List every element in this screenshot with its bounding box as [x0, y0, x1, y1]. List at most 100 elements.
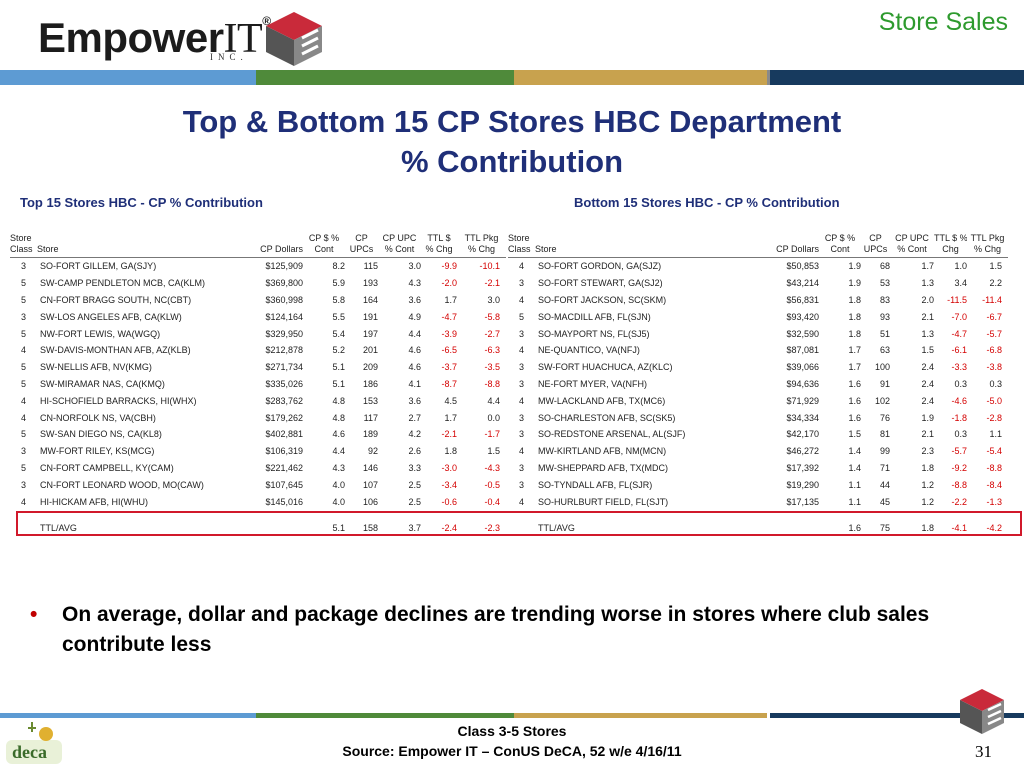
cell-store-name: SO-FORT GORDON, GA(SJZ) — [538, 261, 662, 272]
header-store-class-line-1: Store — [10, 233, 32, 243]
cell-cp-upcs: 83 — [879, 294, 890, 305]
cell-store-class: 3 — [20, 261, 26, 272]
cell-ttl-dollar-pct-chg: -3.4 — [441, 479, 457, 490]
header-ttl-dollar-pct-chg-line-1: TTL $ % — [934, 233, 967, 243]
cell-cp-upcs: 45 — [879, 496, 890, 507]
header-store-name-line-1 — [37, 233, 239, 244]
cell-ttl-dollar-pct-chg: 1.8 — [444, 446, 457, 457]
cell-cp-dollars: $179,262 — [265, 412, 303, 423]
cell-cp-dollars: $17,392 — [786, 462, 819, 473]
cell-ttl-dollar-pct-chg: -11.5 — [947, 294, 967, 305]
cell-cp-upc-pct-cont: 2.6 — [408, 446, 421, 457]
table-row: 5 SW-NELLIS AFB, NV(KMG) $271,734 5.1 209 4.6… — [10, 359, 506, 376]
logo-inc: INC. — [210, 52, 248, 62]
cell-cp-upc-pct-cont: 2.4 — [921, 362, 934, 373]
cell-ttl-pkg-pct-chg: -2.8 — [986, 412, 1002, 423]
cell-store-name: CN-FORT BRAGG SOUTH, NC(CBT) — [40, 294, 192, 305]
cell-ttl-pkg-pct-chg: -5.7 — [986, 328, 1002, 339]
cell-cp-upc-pct-cont: 2.4 — [921, 395, 934, 406]
cell-store-class: 4 — [518, 395, 524, 406]
cell-cp-upc-pct-cont: 2.3 — [921, 446, 934, 457]
cell-cp-upcs: 53 — [879, 278, 890, 289]
cell-cp-upc-pct-cont: 4.9 — [408, 311, 421, 322]
footer-source: Source: Empower IT – ConUS DeCA, 52 w/e … — [342, 743, 682, 759]
cell-cp-upcs: 81 — [879, 429, 890, 440]
cell-ttl-pkg-pct-chg: -5.4 — [986, 446, 1002, 457]
cell-cp-upcs: 117 — [363, 412, 378, 423]
cell-cp-dollar-pct-cont: 1.6 — [848, 395, 861, 406]
header-cp-upc-pct-cont: CP UPC% Cont — [890, 229, 934, 258]
cell-ttl-dollar-pct-chg: -3.7 — [441, 362, 457, 373]
footer-color-bar-4 — [770, 713, 1024, 718]
cell-cp-upcs: 186 — [362, 378, 378, 389]
table-row: 3 SO-FORT STEWART, GA(SJ2) $43,214 1.9 53 1.3… — [508, 275, 1008, 292]
cell-cp-upcs: 153 — [362, 395, 378, 406]
cell-store-name: SO-TYNDALL AFB, FL(SJR) — [538, 479, 653, 490]
cell-ttl-dollar-pct-chg: 0.3 — [954, 378, 967, 389]
deca-logo-text: deca — [12, 742, 47, 762]
table-row: 3 NE-FORT MYER, VA(NFH) $94,636 1.6 91 2.4 0.3… — [508, 376, 1008, 393]
header-cp-dollars: CP Dollars — [735, 229, 819, 258]
cell-store-name: CN-NORFOLK NS, VA(CBH) — [40, 412, 156, 423]
cell-cp-upc-pct-cont: 1.7 — [921, 261, 934, 272]
cell-ttl-dollar-pct-chg: -9.9 — [441, 261, 457, 272]
bullet-dot: • — [30, 603, 38, 626]
header-ttl-pkg-pct-chg-line-1: TTL Pkg — [970, 233, 1005, 243]
cell-cp-upc-pct-cont: 2.7 — [408, 412, 421, 423]
header-cp-dollar-pct-cont-line-2: Cont — [830, 244, 850, 254]
bullet-text: On average, dollar and package declines … — [62, 603, 930, 656]
header-store-name-line-2: Store — [535, 244, 557, 254]
cell-cp-dollar-pct-cont: 1.1 — [848, 496, 861, 507]
header-color-bar-4 — [767, 70, 770, 85]
cell-cp-dollar-pct-cont: 1.8 — [848, 311, 861, 322]
cell-store-class: 3 — [518, 278, 524, 289]
cell-cp-dollars: $17,135 — [786, 496, 819, 507]
table-row: 4 SO-FORT GORDON, GA(SJZ) $50,853 1.9 68 1.7 1… — [508, 258, 1008, 275]
cell-store-class: 5 — [20, 294, 26, 305]
cell-store-class: 4 — [20, 345, 26, 356]
header-store-class-line-2: Class — [508, 244, 531, 254]
cell-cp-upcs: 44 — [879, 479, 890, 490]
cell-store-name: SO-REDSTONE ARSENAL, AL(SJF) — [538, 429, 686, 440]
cell-cp-dollars: $125,909 — [265, 261, 303, 272]
cell-store-name: SO-FORT GILLEM, GA(SJY) — [40, 261, 157, 272]
cell-ttl-pkg-pct-chg: 4.4 — [487, 395, 500, 406]
cell-cp-upc-pct-cont: 2.5 — [408, 496, 421, 507]
cell-cp-upc-pct-cont: 3.0 — [408, 261, 421, 272]
table-row: 4 HI-HICKAM AFB, HI(WHU) $145,016 4.0 106 2.5… — [10, 493, 506, 510]
cell-store-class: 3 — [20, 446, 26, 457]
cell-cp-dollar-pct-cont: 4.6 — [332, 429, 345, 440]
cell-ttl-dollar-pct-chg: -4.7 — [951, 328, 967, 339]
logo-word: Empower — [38, 14, 224, 61]
cell-ttl-pkg-pct-chg: -4.2 — [986, 523, 1002, 534]
cell-cp-dollars: $271,734 — [265, 362, 303, 373]
cell-store-name: SW-CAMP PENDLETON MCB, CA(KLM) — [40, 278, 206, 289]
cell-store-class: 3 — [20, 479, 26, 490]
bottom-table-subtitle: Bottom 15 Stores HBC - CP % Contribution — [574, 195, 840, 210]
cell-cp-upcs: 106 — [362, 496, 378, 507]
cell-cp-dollar-pct-cont: 1.4 — [848, 446, 861, 457]
cell-cp-dollars: $329,950 — [265, 328, 303, 339]
cell-cp-dollars: $43,214 — [786, 278, 819, 289]
cell-store-name: SW-LOS ANGELES AFB, CA(KLW) — [40, 311, 182, 322]
cell-cp-dollars: $283,762 — [265, 395, 303, 406]
cell-store-class: 3 — [518, 362, 524, 373]
cell-cp-upcs: 99 — [879, 446, 890, 457]
cell-cp-dollars: $360,998 — [265, 294, 303, 305]
cell-ttl-dollar-pct-chg: -6.1 — [951, 345, 967, 356]
table-row: 5 CN-FORT CAMPBELL, KY(CAM) $221,462 4.3 146… — [10, 460, 506, 477]
corner-section-title: Store Sales — [878, 8, 1008, 36]
header-ttl-pkg-pct-chg: TTL Pkg% Chg — [457, 229, 506, 258]
cell-ttl-pkg-pct-chg: -8.8 — [986, 462, 1002, 473]
cell-cp-dollar-pct-cont: 4.8 — [332, 412, 345, 423]
cell-cp-dollar-pct-cont: 4.8 — [332, 395, 345, 406]
cell-store-name: SO-CHARLESTON AFB, SC(SK5) — [538, 412, 676, 423]
cell-store-name: SO-MACDILL AFB, FL(SJN) — [538, 311, 651, 322]
table-row: 3 SO-FORT GILLEM, GA(SJY) $125,909 8.2 115 3.… — [10, 258, 506, 275]
header-cp-dollars-line-2: CP Dollars — [776, 244, 819, 254]
cell-ttl-dollar-pct-chg: -2.4 — [441, 523, 457, 534]
header-cp-dollar-pct-cont: CP $ % Cont — [819, 229, 861, 258]
header-ttl-pkg-pct-chg-line-2: % Chg — [467, 244, 495, 254]
cell-cp-dollars: $56,831 — [786, 294, 819, 305]
cell-store-name: MW-SHEPPARD AFB, TX(MDC) — [538, 462, 669, 473]
